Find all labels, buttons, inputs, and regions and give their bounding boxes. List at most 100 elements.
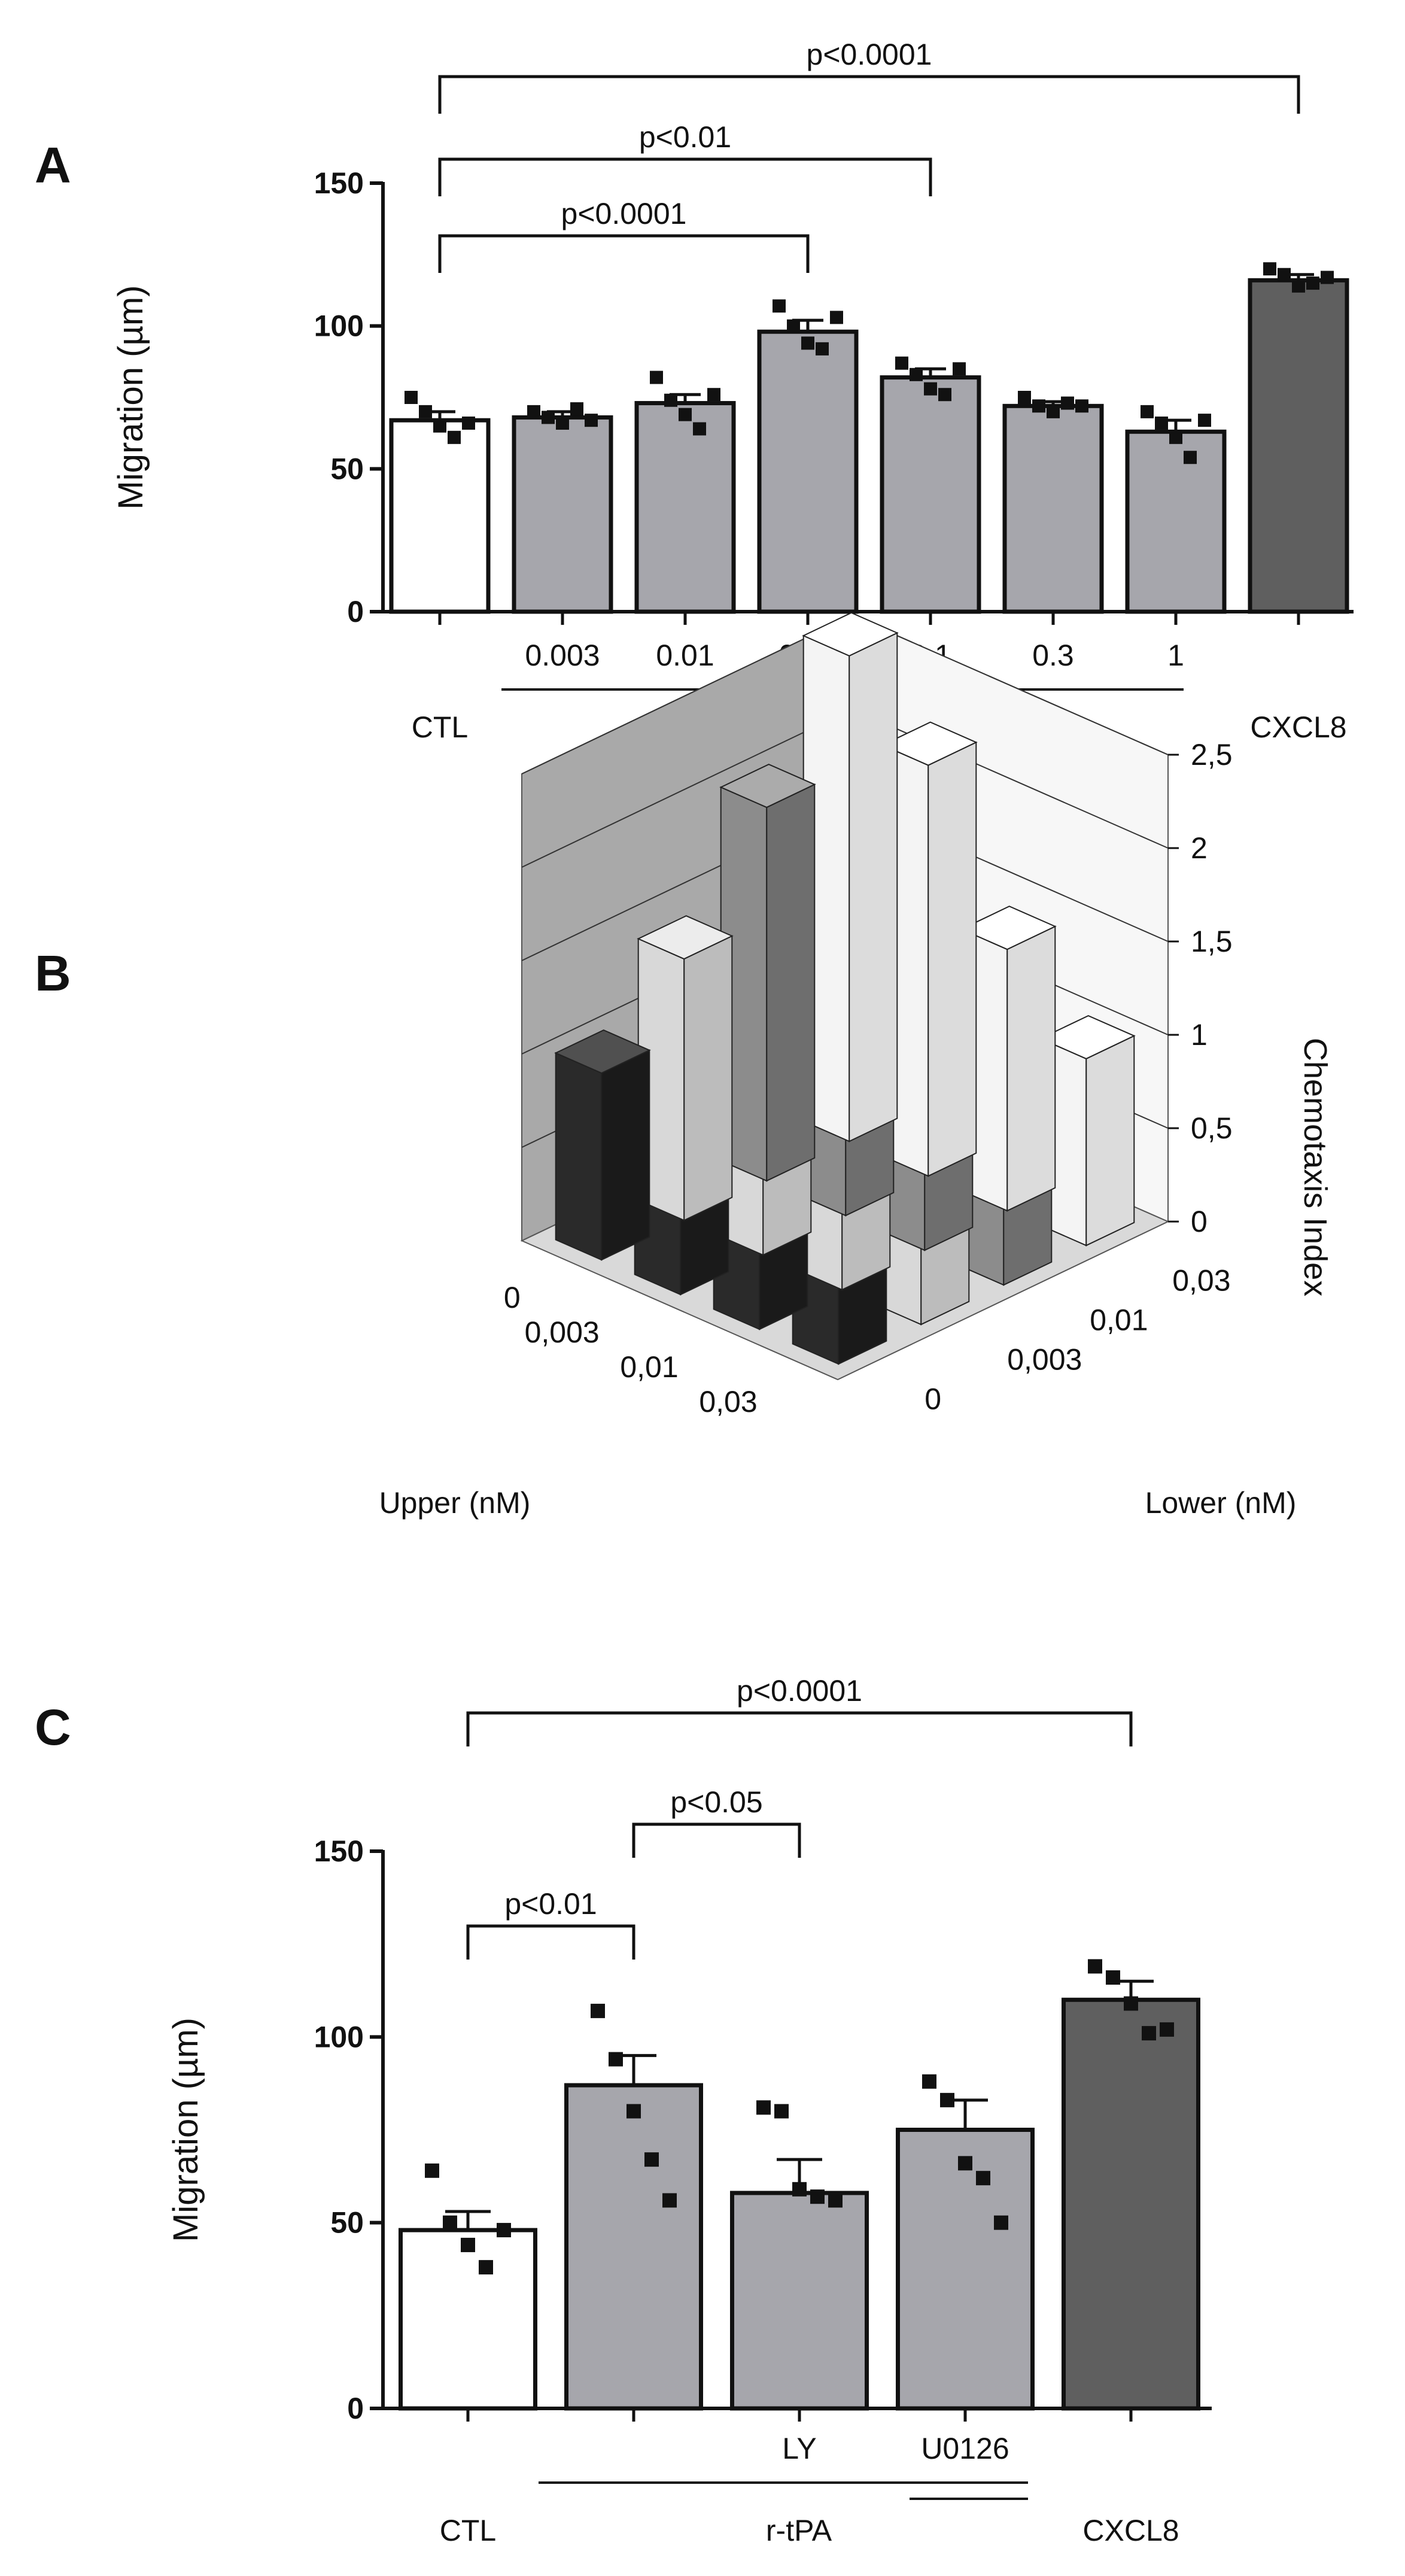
panel-c-significance-bracket-1: [466, 1924, 635, 1960]
panel-c-chart: 0 50 100 150 Migration (µm) LY U0126 CTL r-tPA CX…: [166, 1674, 1212, 2547]
panel-a-point-0-003-1: [527, 405, 540, 418]
panel-b-lower-tick-label-0: 0: [924, 1382, 941, 1415]
panel-a-point-cxcl8-1: [1263, 262, 1276, 276]
panel-a-group-label-control: CTL: [412, 710, 468, 744]
panel-c-point-ly-1: [756, 2100, 771, 2115]
panel-a-bar-0-003: [512, 415, 613, 614]
panel-c-point-u0126-5: [994, 2215, 1008, 2230]
panel-c-point-ly-3: [792, 2182, 807, 2197]
panel-a-point-0-3-4: [1061, 396, 1074, 410]
panel-c-point-r-tpa-2: [609, 2052, 623, 2067]
panel-c-point-u0126-2: [940, 2092, 954, 2107]
panel-label-a: A: [35, 137, 71, 193]
panel-b-z-tick-label-1: 0,5: [1191, 1111, 1233, 1145]
panel-a-point-0-03-5: [830, 311, 843, 324]
panel-c-point-cxcl8-1: [1088, 1959, 1102, 1974]
panel-c-significance-bracket-3: [466, 1711, 1133, 1746]
panel-b-bar-lower-0-03-upper-0-01-right-face: [1006, 925, 1056, 1212]
panel-a-point-1-3: [1169, 430, 1182, 444]
panel-a-significance-bracket-1: [438, 234, 810, 273]
panel-a-point-0-003-2: [542, 411, 555, 424]
panel-b-bar-lower-0-03-upper-0-top-face: [802, 612, 899, 657]
panel-b-lower-tick-label-3: 0,03: [1172, 1263, 1230, 1297]
panel-c-point-ctl-4: [479, 2260, 493, 2275]
panel-a-point-0-01-4: [693, 422, 706, 436]
panel-c-y-tick-label-150: 150: [314, 1834, 364, 1868]
panel-a-point-0-03-2: [787, 319, 800, 333]
panel-a-point-1-5: [1198, 414, 1211, 427]
panel-b-upper-tick-label-1: 0,003: [525, 1316, 600, 1349]
panel-a-point-ctl-2: [419, 405, 432, 418]
panel-c-group-label-control: CTL: [440, 2514, 496, 2547]
panel-c-point-ctl-1: [425, 2163, 439, 2178]
panel-a-point-0-1-2: [910, 367, 923, 381]
panel-a-p-value-2: p<0.01: [639, 120, 731, 154]
panel-a-significance-bracket-3: [438, 75, 1300, 114]
panel-c-significance-bracket-2: [632, 1822, 801, 1858]
panel-b-bar-lower-0-upper-0-left-face: [555, 1052, 603, 1261]
panel-a-bar-ctl: [389, 418, 491, 614]
panel-b-z-tick-label-5: 2,5: [1191, 738, 1233, 771]
panel-c-point-ly-2: [774, 2104, 789, 2119]
panel-c-point-cxcl8-3: [1124, 1996, 1138, 2011]
panel-a-point-ctl-5: [462, 416, 475, 430]
panel-a-point-ctl-1: [405, 391, 418, 404]
panel-c-group-label-positive: CXCL8: [1082, 2514, 1179, 2547]
panel-label-c: C: [35, 1699, 71, 1755]
panel-c-point-ctl-5: [497, 2223, 511, 2238]
panel-label-b: B: [35, 945, 71, 1001]
panel-b-lower-tick-label-1: 0,003: [1007, 1342, 1082, 1376]
panel-c-bar-r-tpa: [564, 2083, 703, 2411]
panel-b-bar-lower-0-upper-0-top-face: [554, 1029, 651, 1074]
panel-b-lower-axis-label: Lower (nM): [1145, 1486, 1297, 1520]
panel-a-x-tick-label-0-01: 0.01: [656, 639, 714, 672]
panel-a-point-0-1-3: [924, 382, 937, 396]
panel-c-p-value-3: p<0.0001: [737, 1674, 862, 1708]
panel-a-point-0-01-2: [664, 393, 677, 407]
panel-c-p-value-1: p<0.01: [504, 1887, 597, 1921]
panel-a-bar-0-1: [880, 375, 981, 614]
panel-a-significance-bracket-2: [438, 157, 932, 196]
panel-a-p-value-1: p<0.0001: [561, 197, 687, 230]
panel-b-bar-lower-0-03-upper-0-003-right-face: [927, 741, 977, 1177]
panel-c-point-cxcl8-5: [1160, 2022, 1174, 2037]
panel-a-point-ctl-4: [448, 430, 461, 444]
panel-c-y-tick-label-50: 50: [330, 2206, 364, 2240]
panel-a-bar-0-01: [634, 401, 736, 614]
panel-a-point-1-1: [1141, 405, 1154, 418]
panel-b-bar-lower-0-03-upper-0-03-right-face: [1085, 1035, 1135, 1247]
panel-a-point-1-2: [1155, 416, 1168, 430]
panel-a-bar-cxcl8: [1248, 278, 1349, 614]
panel-a-point-cxcl8-5: [1321, 271, 1334, 284]
panel-a-point-1-4: [1184, 451, 1197, 464]
panel-a-bar-0-3: [1002, 403, 1104, 614]
panel-b-bar-lower-0-upper-0-right-face: [601, 1049, 650, 1261]
panel-a-point-0-3-5: [1075, 399, 1088, 413]
panel-b-lower-tick-label-2: 0,01: [1090, 1303, 1148, 1336]
panel-a-point-0-3-3: [1047, 405, 1060, 418]
panel-c-point-u0126-4: [976, 2171, 990, 2186]
panel-b-bar-lower-0-003-upper-0-right-face: [683, 935, 733, 1222]
panel-c-point-ctl-2: [443, 2215, 457, 2230]
panel-a-y-tick-label-150: 150: [314, 166, 364, 200]
panel-a-point-0-003-3: [556, 416, 569, 430]
panel-b-bar-lower-0-03-upper-0-right-face: [849, 631, 898, 1143]
panel-a-point-0-01-3: [679, 408, 692, 421]
panel-b-upper-tick-label-0: 0: [504, 1281, 521, 1314]
panel-a-point-0-03-4: [816, 342, 829, 356]
panel-b-upper-tick-label-2: 0,01: [620, 1350, 678, 1384]
panel-a-point-0-3-2: [1032, 399, 1045, 413]
panel-a-point-0-003-4: [570, 402, 583, 416]
panel-a-point-0-003-5: [585, 414, 598, 427]
panel-a-group-label-positive: CXCL8: [1250, 710, 1346, 744]
panel-b-upper-axis-label: Upper (nM): [379, 1486, 531, 1520]
panel-a-point-0-03-1: [773, 299, 786, 313]
panel-b-z-axis-label: Chemotaxis Index: [1297, 1038, 1333, 1296]
panel-a-x-tick-label-0-3: 0.3: [1032, 639, 1074, 672]
panel-b-z-tick-label-3: 1,5: [1191, 925, 1233, 958]
panel-c-point-r-tpa-1: [591, 2003, 605, 2018]
panel-a-y-tick-label-50: 50: [330, 452, 364, 485]
panel-c-y-axis-label: Migration (µm): [166, 2018, 205, 2242]
